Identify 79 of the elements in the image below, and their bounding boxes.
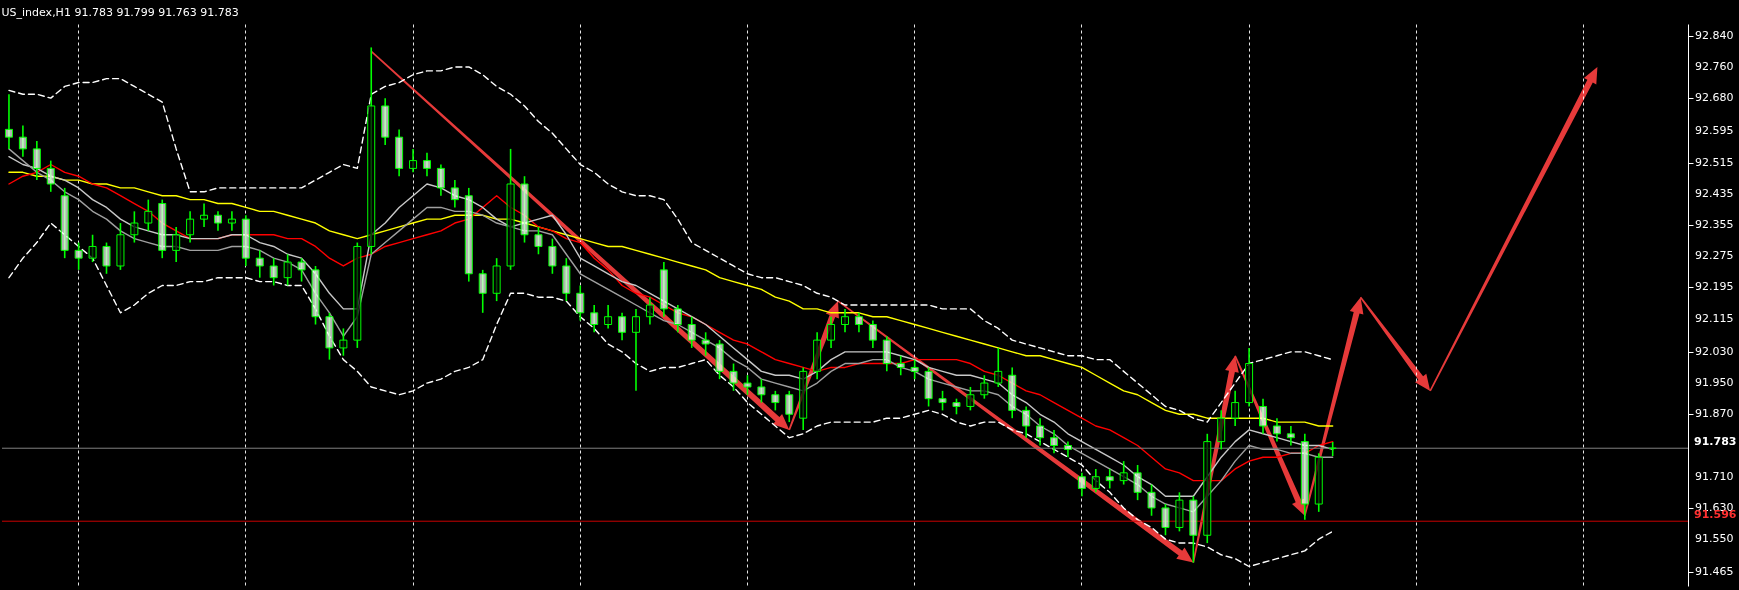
candlestick [938, 390, 947, 412]
candlestick [701, 331, 710, 357]
candlestick [785, 390, 794, 423]
candlestick [882, 335, 891, 373]
ref-line-label: 91.783 [1694, 435, 1737, 449]
candlestick [297, 257, 306, 283]
y-tick-label: 92.595 [1695, 124, 1734, 138]
candlestick [827, 315, 836, 349]
candlestick [729, 362, 738, 392]
candlestick [4, 93, 13, 150]
y-tick-label: 92.275 [1695, 249, 1734, 263]
candlestick [422, 151, 431, 178]
y-tick-label: 92.840 [1695, 28, 1734, 42]
candlestick [868, 319, 877, 349]
candlestick [409, 148, 418, 174]
candlestick [1091, 468, 1100, 494]
y-tick-label: 92.195 [1695, 280, 1734, 294]
y-tick-label: 92.680 [1695, 91, 1734, 105]
y-tick-label: 92.435 [1695, 186, 1734, 200]
candlestick [200, 202, 209, 228]
y-tick-label: 91.870 [1695, 407, 1734, 421]
candlestick [548, 237, 557, 275]
candlestick [966, 386, 975, 412]
candlestick [450, 179, 459, 209]
candlestick [32, 140, 41, 181]
y-tick-label: 92.760 [1695, 59, 1734, 73]
candlestick [339, 327, 348, 357]
candlestick [1022, 405, 1031, 439]
candlestick [46, 159, 55, 193]
candlestick [1105, 468, 1114, 490]
candlestick [1286, 425, 1295, 447]
candlestick [687, 315, 696, 349]
candlestick [18, 124, 27, 158]
y-tick-label: 92.515 [1695, 155, 1734, 169]
candlestick [841, 308, 849, 334]
candlestick [1119, 460, 1128, 486]
candlestick [172, 226, 181, 263]
candlestick [1133, 464, 1142, 501]
candlestick [854, 312, 863, 334]
candlestick [534, 226, 543, 256]
y-tick-label: 92.030 [1695, 344, 1734, 358]
y-tick-label: 92.115 [1695, 311, 1734, 325]
candlestick [102, 241, 111, 275]
y-tick-label: 91.710 [1695, 469, 1734, 483]
candlestick [771, 390, 780, 412]
candlestick [994, 347, 1003, 388]
candlestick [980, 374, 989, 400]
candlestick [1231, 390, 1240, 427]
y-tick-label: 91.950 [1695, 376, 1734, 390]
candlestick [1217, 409, 1226, 451]
candlestick [478, 269, 487, 314]
candlestick [283, 253, 292, 287]
candlestick [618, 312, 627, 341]
candlestick [213, 210, 222, 232]
candlestick [590, 304, 599, 334]
candlestick [144, 198, 153, 232]
candlestick [1050, 429, 1059, 455]
candlestick [673, 304, 682, 334]
candlestick [896, 354, 905, 377]
candlestick [130, 210, 139, 244]
candlestick [645, 296, 654, 326]
chart-title: US_index,H1 91.783 91.799 91.763 91.783 [1, 6, 239, 19]
y-tick-label: 91.550 [1695, 532, 1734, 546]
candlestick [227, 210, 236, 232]
candlestick [1259, 397, 1268, 435]
candlestick [186, 210, 195, 244]
candlestick [1147, 483, 1156, 517]
candlestick [1161, 503, 1170, 537]
y-tick-label: 92.355 [1695, 217, 1734, 231]
candlestick [604, 304, 613, 330]
candlestick [88, 233, 97, 263]
candlestick [269, 257, 278, 287]
candlestick [1036, 417, 1045, 447]
candlestick [631, 308, 640, 392]
candlestick [757, 378, 766, 404]
candlestick [1272, 417, 1281, 443]
candlestick [436, 163, 445, 197]
y-tick-label: 91.465 [1695, 565, 1734, 579]
candlestick [255, 249, 264, 279]
